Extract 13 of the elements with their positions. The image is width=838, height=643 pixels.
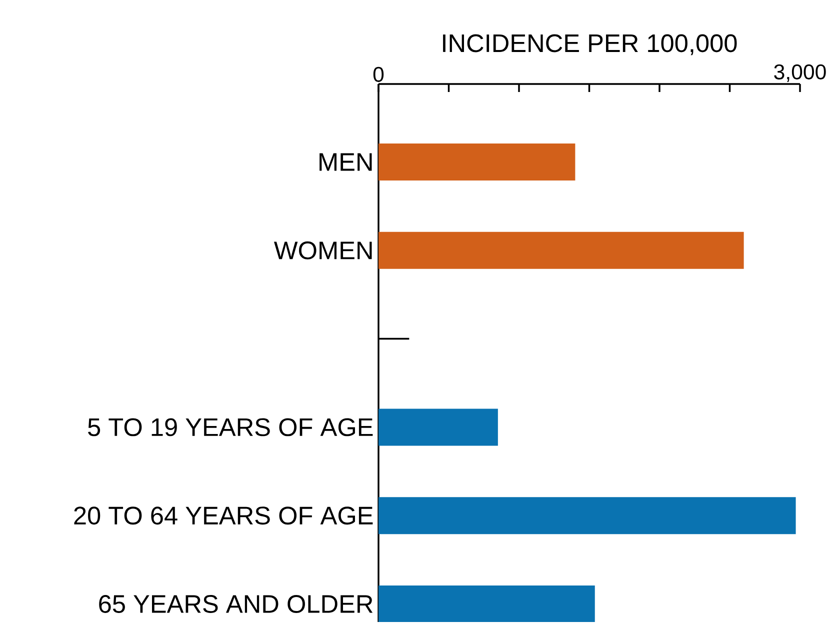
bar [378, 497, 796, 534]
y-tick-label: WOMEN [274, 241, 372, 260]
x-tick-label: 0 [373, 66, 384, 82]
x-axis-title: INCIDENCE PER 100,000 [443, 34, 737, 56]
bar [378, 408, 498, 446]
bar [378, 144, 576, 181]
y-tick-label: 20 TO 64 YEARS OF AGE [74, 506, 373, 525]
y-tick-label: MEN [320, 153, 372, 171]
bar [378, 586, 595, 622]
y-tick-label: 5 TO 19 YEARS OF AGE [88, 418, 373, 436]
bar [378, 232, 744, 269]
x-tick-label: 3,000 [774, 64, 826, 82]
y-tick-label: 65 YEARS AND OLDER [99, 595, 373, 613]
